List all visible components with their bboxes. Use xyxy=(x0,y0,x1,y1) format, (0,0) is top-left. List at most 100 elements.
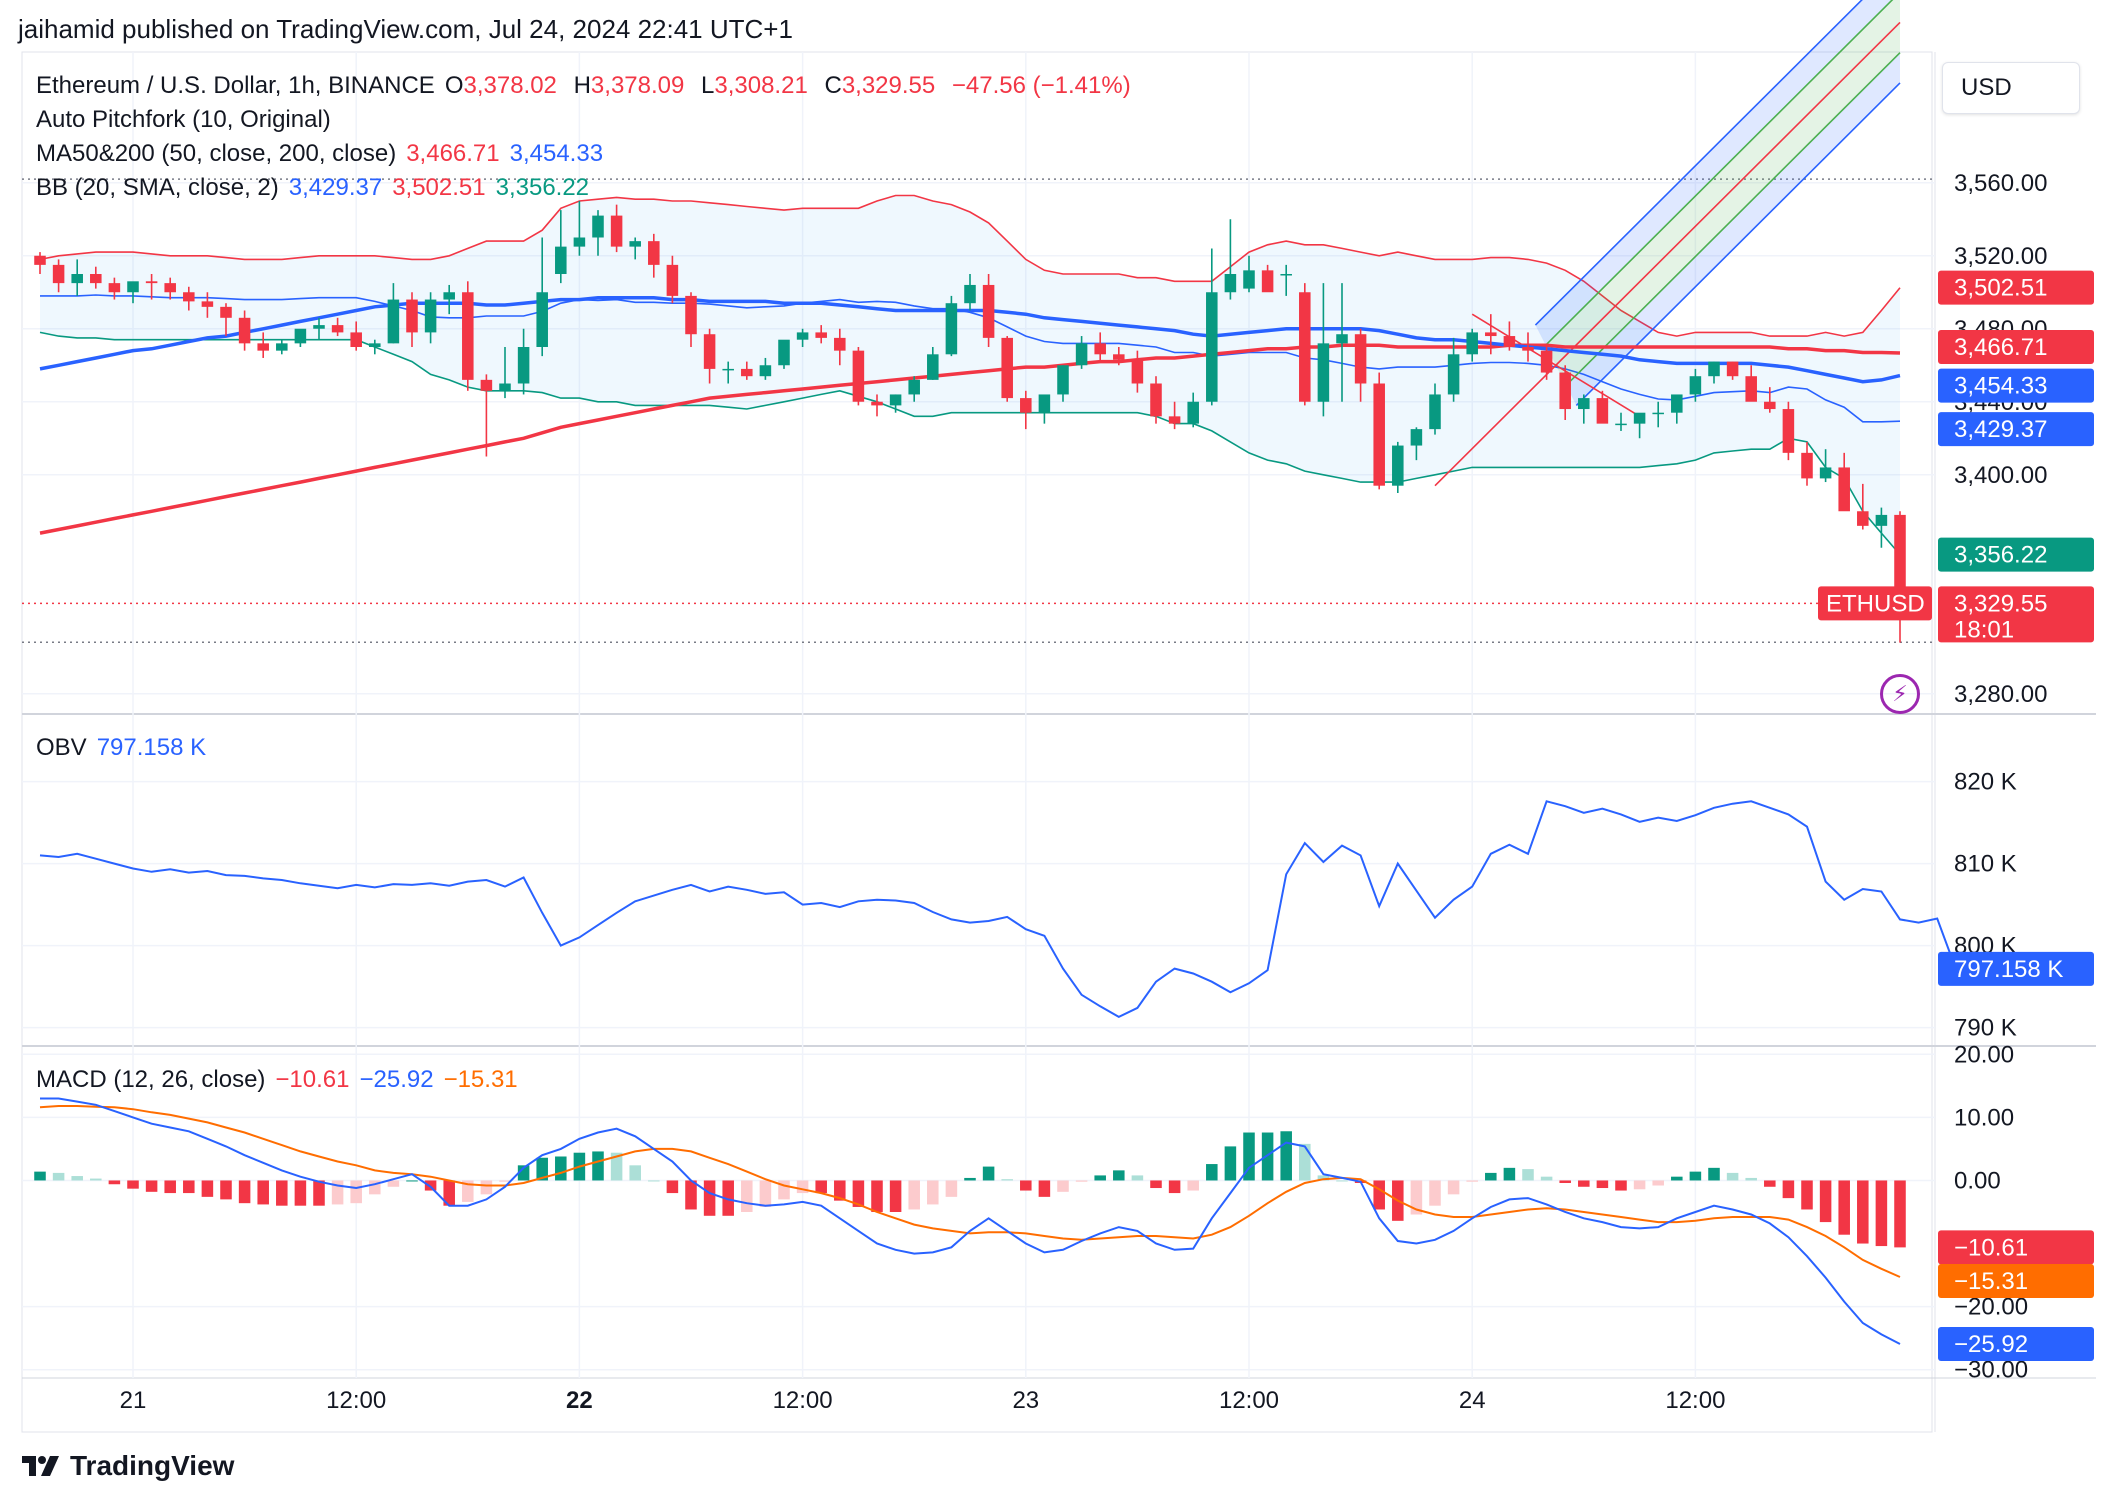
price-tag-text: 3,429.37 xyxy=(1954,416,2047,443)
candle-body xyxy=(1689,376,1702,395)
candle-body xyxy=(164,283,176,293)
y-tick-label: 10.00 xyxy=(1954,1104,2014,1131)
candle-body xyxy=(462,292,474,380)
candle-body xyxy=(387,299,400,344)
candle-body xyxy=(108,283,121,293)
macd-hist-bar xyxy=(443,1180,455,1206)
publisher-header: jaihamid published on TradingView.com, J… xyxy=(18,14,793,44)
macd-hist-bar xyxy=(127,1180,139,1189)
pitchfork xyxy=(1434,0,1901,487)
legend-ma[interactable]: MA50&200 (50, close, 200, close) 3,466.71… xyxy=(36,140,604,167)
candle-body xyxy=(1429,394,1441,430)
macd-tag: −25.92 xyxy=(1938,1326,2094,1361)
candle-body xyxy=(610,215,623,247)
bb-basis-value: 3,429.37 xyxy=(288,174,383,201)
macd-hist-bar xyxy=(331,1180,344,1205)
lightning-bolt-icon[interactable]: ⚡ xyxy=(1880,674,1920,714)
legend-macd[interactable]: MACD (12, 26, close) −10.61 −25.92 −15.31 xyxy=(36,1066,518,1093)
legend-c: C3,329.55 xyxy=(824,72,936,99)
candle-body xyxy=(1299,292,1311,402)
macd-hist-bar xyxy=(796,1180,809,1194)
macd-hist-bar xyxy=(555,1156,567,1181)
x-tick-label: 12:00 xyxy=(1219,1387,1279,1414)
candle-body xyxy=(1150,383,1162,417)
candle-body xyxy=(1336,334,1348,344)
legend-pitchfork[interactable]: Auto Pitchfork (10, Original) xyxy=(36,106,331,133)
pitchfork-fill-outer xyxy=(1535,0,1893,346)
candle-body xyxy=(1094,343,1106,355)
macd-hist-bar xyxy=(71,1176,83,1181)
macd-axis: 20.00 10.00 0.00 −20.00 −30.00 xyxy=(22,1041,2028,1384)
candle-body xyxy=(145,281,158,284)
y-tick-label: 20.00 xyxy=(1954,1041,2014,1068)
macd-hist-bar xyxy=(1466,1180,1478,1182)
price-tag-bg xyxy=(1938,537,2094,572)
candle-body xyxy=(1485,332,1497,337)
macd-hist-bar xyxy=(90,1178,102,1181)
legend-obv[interactable]: OBV 797.158 K xyxy=(36,734,207,761)
macd-hist-bar xyxy=(1540,1176,1553,1181)
macd-hist-bar xyxy=(1243,1132,1255,1181)
macd-hist-bar xyxy=(1838,1180,1850,1235)
x-axis: 21 12:00 22 12:00 23 12:00 24 12:00 xyxy=(120,52,1725,1414)
macd-hist-bar xyxy=(350,1180,362,1204)
macd-hist-bar xyxy=(52,1172,65,1181)
macd-hist-bar xyxy=(1447,1180,1460,1195)
candle-body xyxy=(257,343,269,351)
macd-hist-bar xyxy=(369,1180,381,1195)
candle-body xyxy=(1726,361,1739,377)
obv-line xyxy=(39,800,1957,1019)
candle-body xyxy=(908,379,920,395)
macd-hist-bar xyxy=(759,1180,772,1207)
candle-body xyxy=(1894,514,1906,604)
candle-body xyxy=(1392,445,1404,486)
pitchfork-fill-outer xyxy=(1566,52,1900,406)
obv-tag-text: 797.158 K xyxy=(1954,956,2063,983)
candle-body xyxy=(1745,376,1757,402)
candle-body xyxy=(871,401,883,406)
candle-body xyxy=(648,241,660,265)
x-tick-label: 21 xyxy=(120,1387,147,1414)
macd-hist-bar xyxy=(1559,1180,1571,1183)
macd-hist-bar xyxy=(1317,1175,1330,1181)
macd-hist-bar xyxy=(834,1180,846,1201)
candle-body xyxy=(1373,383,1385,486)
macd-hist-bar xyxy=(666,1180,679,1194)
macd-hist-bar xyxy=(108,1180,121,1185)
y-tick-label: 810 K xyxy=(1954,851,2017,878)
candle-body xyxy=(1038,394,1051,413)
macd-hist-bar xyxy=(1708,1167,1720,1181)
macd-hist-bar xyxy=(517,1165,530,1181)
candle-body xyxy=(517,347,530,384)
candle-body xyxy=(666,264,679,296)
candle-body xyxy=(1206,292,1218,402)
macd-hist-bar xyxy=(1261,1132,1274,1181)
macd-hist-bar xyxy=(1857,1180,1869,1244)
pitchfork-tine xyxy=(1545,0,1894,346)
macd-hist-bar xyxy=(964,1177,976,1181)
candle-body xyxy=(1838,467,1850,512)
legend-bb[interactable]: BB (20, SMA, close, 2) 3,429.37 3,502.51 3,… xyxy=(36,174,590,201)
macd-hist-bar xyxy=(722,1180,734,1216)
macd-hist-bar xyxy=(406,1180,418,1182)
candle-body xyxy=(982,284,995,338)
macd-hist-bar xyxy=(629,1165,641,1181)
candles xyxy=(34,201,1906,643)
y-tick-label: −20.00 xyxy=(1954,1294,2028,1321)
candle-body xyxy=(1001,337,1013,399)
macd-hist-bar xyxy=(1373,1180,1385,1210)
price-tag: 3,429.37 xyxy=(1938,412,2094,447)
candle-body xyxy=(1261,270,1274,293)
tradingview-logo[interactable]: TradingView xyxy=(22,1450,234,1482)
currency-button[interactable]: USD xyxy=(1942,62,2080,114)
macd-tag-text: −15.31 xyxy=(1954,1268,2028,1295)
price-tag-text: 3,454.33 xyxy=(1954,373,2047,400)
candle-body xyxy=(703,334,716,369)
candle-body xyxy=(276,343,288,351)
candle-body xyxy=(1522,347,1534,351)
candle-body xyxy=(1671,394,1683,413)
price-tag: 3,356.22 xyxy=(1938,537,2094,572)
bollinger-bands xyxy=(39,194,1901,556)
legend-l: L3,308.21 xyxy=(701,72,808,99)
candle-body xyxy=(1708,361,1720,377)
